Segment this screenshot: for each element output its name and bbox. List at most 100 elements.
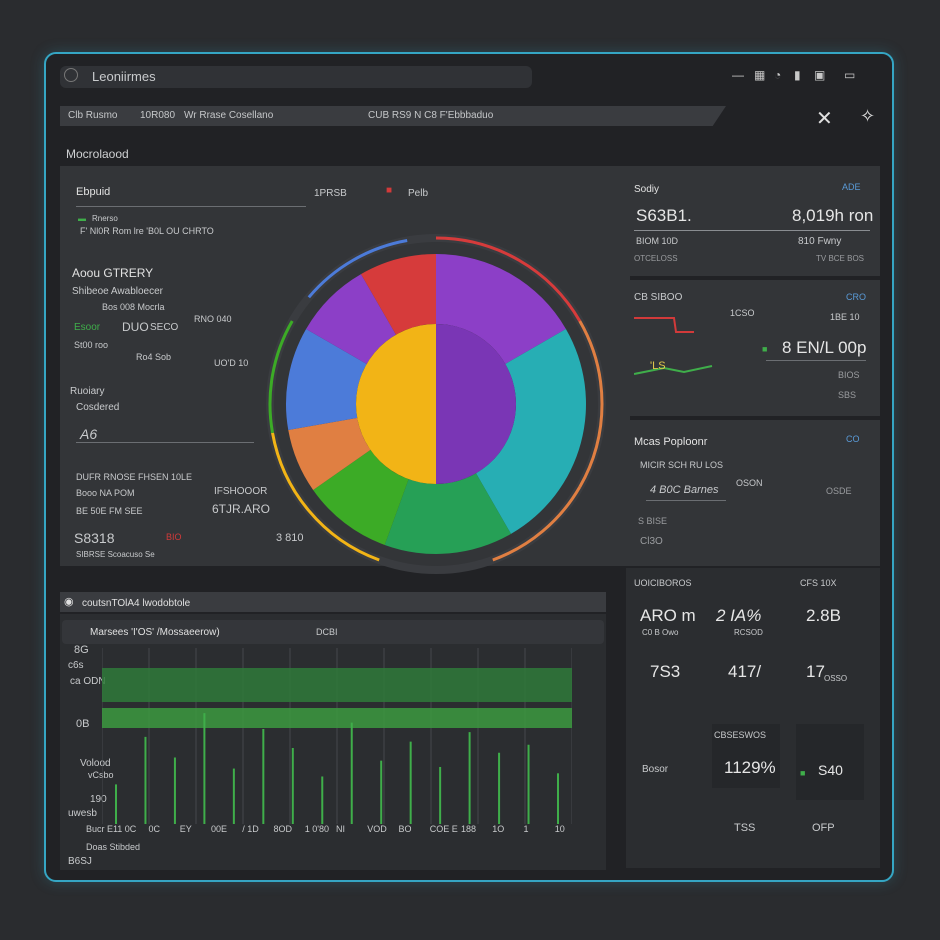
y-tick-label: uwesb bbox=[68, 808, 97, 819]
mini-line-chart bbox=[634, 317, 713, 375]
window-title: Leoniirmes bbox=[92, 69, 156, 84]
donut-slice[interactable] bbox=[384, 473, 511, 554]
card-tag: CRO bbox=[846, 292, 866, 302]
toolbar-item[interactable]: Clb Rusmo bbox=[68, 110, 118, 121]
status-icon: ■ bbox=[800, 768, 806, 778]
x-tick-label: EY bbox=[179, 824, 192, 834]
stats-bottom-header: CBSESWOS bbox=[714, 730, 767, 740]
x-tick-label: COE E bbox=[429, 824, 458, 834]
donut-panel-title: Ebpuid bbox=[76, 186, 111, 198]
stats-bottom-label: TSS bbox=[734, 822, 756, 834]
close-icon[interactable]: ✕ bbox=[816, 108, 833, 130]
range-band bbox=[102, 708, 572, 728]
x-tick-label: 0C bbox=[148, 824, 161, 834]
grid-icon[interactable]: ▦ bbox=[754, 68, 766, 82]
side-item: DUO bbox=[122, 320, 149, 334]
card-sub: BIOM 10D bbox=[636, 236, 679, 246]
toolbar-item[interactable]: 10R080 bbox=[140, 110, 176, 121]
card-value: S63B1. bbox=[636, 206, 692, 225]
donut-slice[interactable] bbox=[286, 329, 367, 431]
card-sub: 1BE 10 bbox=[830, 312, 860, 322]
side-item: Ruoiary bbox=[70, 386, 105, 397]
ring-accent bbox=[268, 320, 294, 434]
stats-bottom-value: 1129% bbox=[724, 758, 776, 777]
title-field[interactable] bbox=[60, 66, 532, 88]
stats-panel bbox=[626, 568, 880, 868]
legend-swatch-icon: ■ bbox=[386, 185, 393, 196]
stats-bottom-left: Bosor bbox=[642, 764, 669, 775]
legend-item: 1PRSB bbox=[314, 188, 347, 199]
ring-accent bbox=[578, 320, 604, 488]
y-tick-label: vCsbo bbox=[88, 770, 114, 780]
x-tick-label: NI bbox=[336, 824, 345, 834]
lock-icon[interactable]: ▣ bbox=[814, 68, 826, 82]
stats-header: UOICIBOROS bbox=[634, 578, 692, 588]
stat-value: 417/ bbox=[728, 662, 762, 681]
stat-sub: OSSO bbox=[824, 674, 848, 683]
x-tick-label: 1 0C bbox=[117, 824, 137, 834]
chart-title: coutsnTOlA4 lwodobtole bbox=[82, 598, 191, 609]
stats-bottom-label: OFP bbox=[812, 822, 835, 834]
stats-bottom-right: S40 bbox=[818, 762, 843, 778]
toolbar-item[interactable]: CUB RS9 N C8 F'Ebbbaduo bbox=[368, 110, 494, 121]
donut-slice[interactable] bbox=[361, 254, 436, 335]
side-item: S8318 bbox=[74, 530, 115, 546]
alert-icon: BIO bbox=[166, 532, 182, 542]
ring-accent bbox=[307, 239, 408, 299]
x-tick-label: 188 bbox=[461, 824, 477, 834]
y-tick-label: Volood bbox=[80, 758, 111, 769]
donut-slice[interactable] bbox=[306, 274, 396, 364]
side-item: St00 roo bbox=[74, 340, 109, 350]
card-foot: OTCELOSS bbox=[634, 254, 678, 263]
donut-inner-slice[interactable] bbox=[436, 324, 516, 484]
side-item: Bos 008 Mocrla bbox=[102, 302, 165, 312]
side-heading: Aoou GTRERY bbox=[72, 266, 154, 280]
card-small: OSON bbox=[736, 478, 763, 488]
divider bbox=[76, 442, 254, 443]
bar-chart bbox=[102, 648, 572, 824]
card-sub: 1CSO bbox=[730, 308, 755, 318]
divider bbox=[766, 360, 866, 361]
card-foot: TV BCE BOS bbox=[816, 254, 865, 263]
card-sub: 810 Fwny bbox=[798, 236, 842, 247]
card-left: 'LS bbox=[650, 360, 666, 372]
y-tick-label: 8G bbox=[74, 644, 89, 656]
bookmark-icon[interactable]: ▮ bbox=[794, 68, 801, 82]
chart-subtitle-tag: DCBI bbox=[316, 627, 338, 637]
card-title: Mcas Poploonr bbox=[634, 436, 708, 448]
side-item: Cosdered bbox=[76, 402, 120, 413]
card-value: 8,019h ron bbox=[792, 206, 874, 225]
card-foot: BIOS bbox=[838, 370, 860, 380]
donut-slice[interactable] bbox=[476, 329, 586, 534]
card-foot: SBS bbox=[838, 390, 857, 400]
x-tick-label: / 1D bbox=[242, 824, 259, 834]
side-item: A6 bbox=[80, 426, 98, 442]
refresh-icon[interactable]: ◔ bbox=[774, 68, 782, 82]
x-tick-label: 10 bbox=[554, 824, 565, 834]
stat-value: 2.8B bbox=[806, 606, 841, 625]
side-item: IFSHOOOR bbox=[214, 486, 268, 497]
donut-slice[interactable] bbox=[313, 449, 409, 545]
range-band bbox=[102, 668, 572, 702]
x-tick-label: VOD bbox=[367, 824, 387, 834]
toolbar-item[interactable]: Wr Rrase Cosellano bbox=[184, 110, 274, 121]
card-value: 4 B0C Barnes bbox=[650, 484, 719, 496]
x-axis: Bucr E1 1 0C 0C EY 00E / 1D 8OD 1 0'80 NI VOD BO CO… bbox=[86, 824, 586, 838]
panel-icon[interactable]: ▭ bbox=[844, 68, 856, 82]
divider bbox=[646, 500, 726, 501]
x-tick-label: 1 0'80 bbox=[304, 824, 329, 834]
stat-box bbox=[796, 724, 864, 800]
stat-value: 17 bbox=[806, 662, 825, 681]
minimize-icon[interactable]: — bbox=[732, 68, 744, 82]
donut-slice[interactable] bbox=[436, 254, 566, 364]
donut-slice[interactable] bbox=[288, 417, 371, 491]
stat-value: 2 IA% bbox=[716, 606, 762, 625]
donut-inner-slice[interactable] bbox=[356, 324, 436, 484]
card-foot: OSDE bbox=[826, 486, 852, 496]
settings-icon[interactable]: ✧ bbox=[860, 106, 876, 126]
y-tick-label: 190 bbox=[90, 794, 107, 805]
x-tick-label: 8OD bbox=[273, 824, 293, 834]
side-item: 6TJR.ARO bbox=[212, 502, 271, 516]
stat-sub: RCSOD bbox=[734, 628, 763, 637]
chart-panel bbox=[60, 614, 606, 870]
